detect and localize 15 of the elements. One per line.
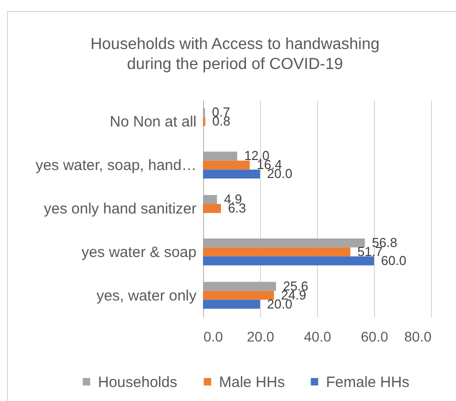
- chart-title: Households with Access to handwashing during the period of COVID-19: [90, 36, 380, 73]
- y-tick-label: yes only hand sanitizer: [44, 200, 196, 218]
- legend-label: Female HHs: [326, 374, 410, 391]
- x-tick-label: 60.0: [360, 328, 388, 344]
- x-tick-label: 80.0: [404, 328, 432, 344]
- x-tick-label: 40.0: [304, 328, 332, 344]
- x-tick-label: 20.0: [246, 328, 274, 344]
- y-tick-label: yes, water only: [96, 287, 197, 304]
- y-tick-label: No Non at all: [110, 114, 196, 131]
- y-tick-label: yes water & soap: [81, 244, 196, 261]
- legend-label: Male HHs: [219, 374, 285, 391]
- y-tick-label: yes water, soap, hand…: [36, 157, 196, 174]
- legend-label: Households: [98, 374, 178, 391]
- x-tick-label: 0.0: [204, 328, 224, 344]
- data-label: 60.0: [381, 252, 406, 268]
